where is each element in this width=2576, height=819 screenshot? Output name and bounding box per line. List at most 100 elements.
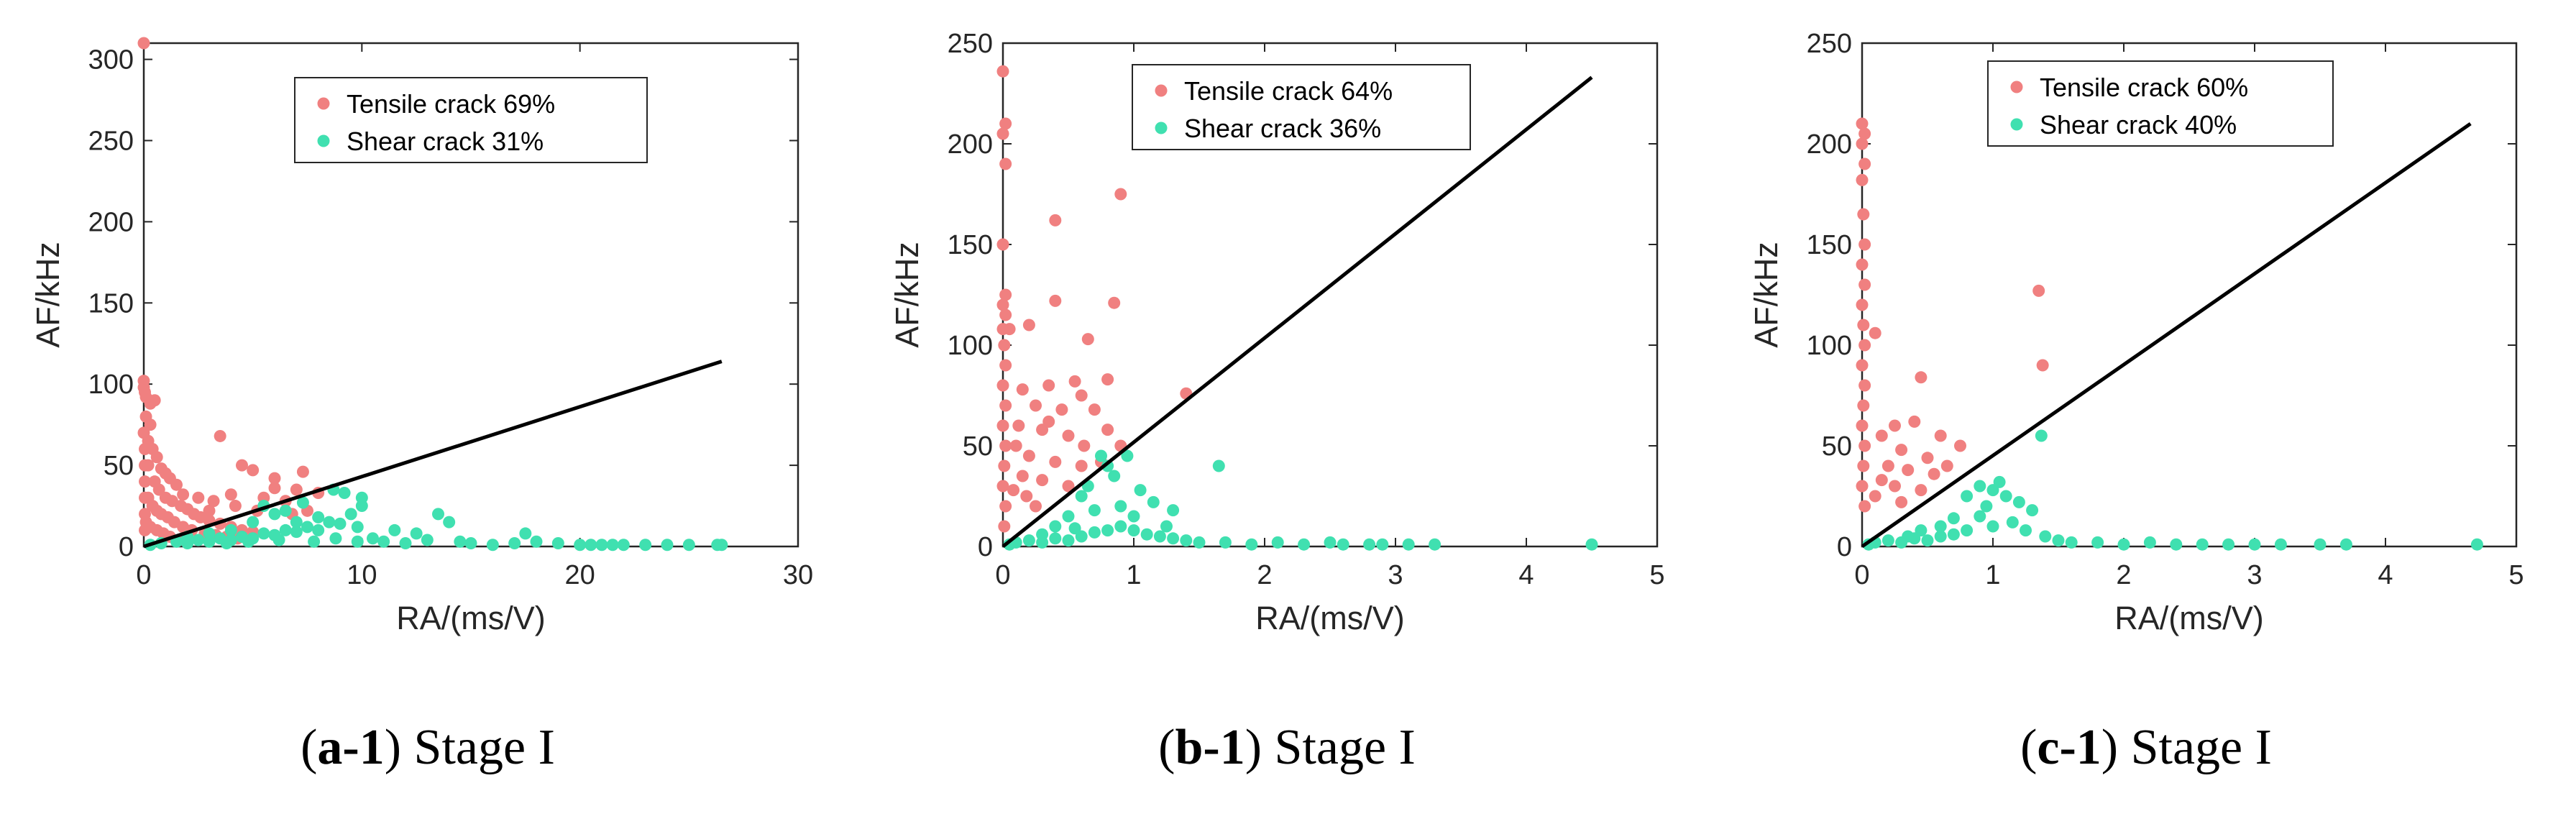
data-point — [1856, 419, 1869, 432]
y-tick-label: 250 — [948, 29, 993, 59]
caption-label: b-1 — [1175, 720, 1245, 775]
data-point — [1062, 480, 1075, 493]
data-point — [338, 486, 351, 499]
caption-b: (b-1) Stage I — [1158, 720, 1416, 775]
data-point — [2091, 536, 2104, 549]
y-tick-label: 150 — [948, 230, 993, 260]
chart-panel-c: 0 1 2 3 4 5 0 50 100 150 200 250 RA/(ms/V) AF/kHz Tens… — [1718, 0, 2574, 819]
data-point — [1986, 520, 1999, 533]
x-tick-label: 5 — [1649, 560, 1664, 590]
data-point — [464, 536, 477, 549]
data-point — [1895, 444, 1908, 457]
data-point — [296, 496, 309, 509]
data-point — [2026, 504, 2039, 517]
data-point — [323, 516, 336, 529]
legend-label: Tensile crack 64% — [1184, 76, 1393, 106]
data-point — [2339, 538, 2352, 551]
caption-label: a-1 — [317, 720, 385, 775]
legend-label: Tensile crack 60% — [2040, 73, 2248, 102]
data-point — [996, 298, 1009, 311]
data-point — [1016, 383, 1029, 396]
data-point — [1114, 520, 1127, 533]
data-point — [1114, 500, 1127, 513]
data-point — [595, 539, 608, 552]
series-shear — [1862, 429, 2483, 551]
data-point — [1022, 449, 1035, 462]
data-point — [996, 419, 1009, 432]
data-point — [1030, 500, 1042, 513]
data-point — [1928, 467, 1940, 480]
data-point — [1856, 258, 1869, 271]
data-point — [1974, 510, 1986, 523]
data-point — [268, 472, 281, 485]
data-point — [1980, 500, 1993, 513]
data-point — [312, 511, 325, 523]
data-point — [1908, 415, 1921, 428]
data-point — [2470, 538, 2483, 551]
data-point — [1858, 278, 1871, 291]
legend-label: Tensile crack 69% — [347, 89, 555, 119]
data-point — [1298, 538, 1311, 551]
y-tick-label: 200 — [948, 129, 993, 160]
data-point — [617, 539, 630, 552]
data-point — [279, 504, 292, 517]
data-point — [1127, 510, 1140, 523]
data-point — [1915, 524, 1928, 537]
data-point — [1858, 500, 1871, 513]
data-point — [296, 465, 309, 478]
data-point — [1062, 510, 1075, 523]
x-tick-label: 10 — [347, 560, 377, 590]
caption-c: (c-1) Stage I — [2020, 720, 2272, 775]
data-point — [1961, 524, 1974, 537]
data-point — [1016, 470, 1029, 482]
data-point — [1101, 524, 1114, 537]
data-point — [1858, 339, 1871, 352]
chart-panel-b: 0 1 2 3 4 5 0 50 100 150 200 250 RA/(ms/V) AF/kHz Tens… — [859, 0, 1715, 819]
data-point — [1869, 326, 1881, 339]
data-point — [139, 475, 152, 488]
legend-marker — [1155, 122, 1168, 134]
series-shear — [144, 483, 728, 552]
data-point — [1961, 490, 1974, 503]
data-point — [2143, 536, 2156, 549]
data-point — [1022, 534, 1035, 547]
data-point — [351, 535, 364, 548]
y-tick-label: 300 — [88, 45, 134, 76]
data-point — [2012, 495, 2025, 508]
data-point — [1062, 534, 1075, 547]
data-point — [1114, 188, 1127, 201]
data-point — [410, 527, 423, 540]
legend-label: Shear crack 36% — [1184, 114, 1381, 143]
x-tick-label: 2 — [2116, 560, 2131, 590]
data-point — [1934, 429, 1947, 442]
data-point — [1003, 323, 1016, 336]
data-point — [308, 535, 321, 548]
data-point — [1857, 399, 1870, 412]
x-tick-label: 4 — [1518, 560, 1534, 590]
data-point — [1857, 459, 1870, 472]
data-point — [486, 539, 499, 552]
chart-panel-a: 0 10 20 30 0 50 100 150 200 250 300 RA/(ms/V) AF/kHz… — [0, 0, 856, 819]
data-point — [1167, 504, 1180, 517]
data-point — [334, 517, 347, 530]
data-point — [1049, 532, 1062, 545]
series-tensile — [996, 65, 1193, 533]
data-point — [996, 379, 1009, 392]
data-point — [2006, 516, 2019, 529]
legend-box — [1132, 64, 1471, 150]
data-point — [1193, 536, 1206, 549]
data-point — [443, 516, 456, 529]
data-point — [1402, 538, 1415, 551]
x-tick-label: 0 — [995, 560, 1010, 590]
data-point — [1376, 538, 1389, 551]
data-point — [996, 65, 1009, 78]
data-point — [1147, 495, 1160, 508]
data-point — [1324, 536, 1337, 549]
data-point — [2314, 538, 2327, 551]
data-point — [1889, 419, 1901, 432]
data-point — [1940, 459, 1953, 472]
caption-text: Stage I — [413, 720, 555, 775]
data-point — [1858, 238, 1871, 251]
data-point — [1363, 538, 1376, 551]
data-point — [257, 527, 270, 540]
